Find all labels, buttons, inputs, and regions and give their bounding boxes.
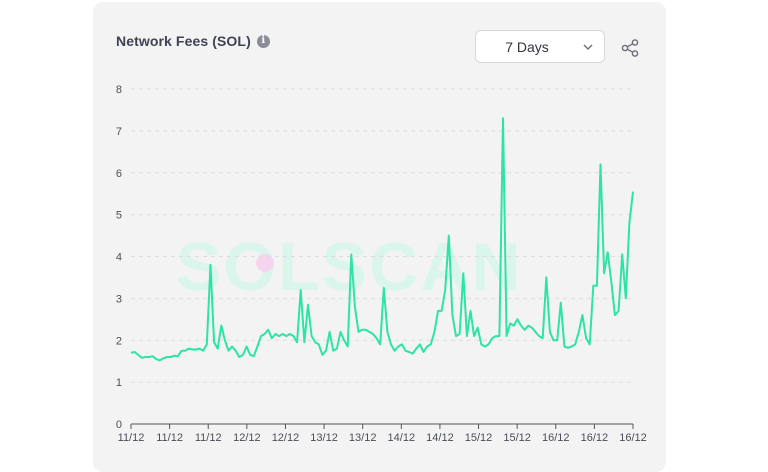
y-tick-label: 0 (116, 419, 122, 431)
watermark-logo-dot (256, 254, 274, 272)
x-tick-label: 12/12 (272, 432, 300, 444)
share-icon[interactable] (620, 38, 640, 58)
x-tick-label: 12/12 (233, 432, 261, 444)
y-axis: 0 1 2 3 4 5 6 7 8 (116, 84, 122, 431)
grid (131, 88, 633, 383)
series-line (130, 117, 634, 362)
y-tick-label: 3 (116, 293, 122, 305)
time-range-select[interactable]: 7 Days (475, 30, 605, 63)
chevron-down-icon (583, 44, 593, 50)
x-tick-label: 16/12 (581, 432, 609, 444)
x-tick-label: 15/12 (465, 432, 493, 444)
chart-card: Network Fees (SOL) i 7 Days (93, 2, 666, 472)
x-tick-label: 13/12 (310, 432, 338, 444)
x-tick-label: 16/12 (542, 432, 570, 444)
chart-header: Network Fees (SOL) i (116, 33, 270, 49)
y-tick-label: 8 (116, 84, 122, 96)
x-tick-label: 11/12 (195, 432, 222, 444)
info-icon[interactable]: i (256, 34, 270, 48)
x-tick-label: 14/12 (426, 432, 454, 444)
time-range-value: 7 Days (505, 38, 549, 55)
y-tick-label: 2 (116, 335, 122, 347)
y-tick-label: 7 (116, 126, 122, 138)
y-tick-label: 6 (116, 168, 122, 180)
y-tick-label: 1 (116, 377, 122, 389)
y-tick-label: 5 (116, 210, 122, 222)
x-tick-label: 13/12 (349, 432, 377, 444)
x-tick-label: 11/12 (156, 432, 183, 444)
x-tick-label: 16/12 (619, 432, 647, 444)
x-tick-label: 14/12 (388, 432, 416, 444)
chart-title: Network Fees (SOL) (116, 33, 251, 49)
x-tick-label: 11/12 (118, 432, 145, 444)
x-axis: 11/12 11/12 11/12 12/12 12/12 13/12 13/12 14/12… (118, 423, 647, 444)
y-tick-label: 4 (116, 252, 122, 264)
x-tick-label: 15/12 (503, 432, 531, 444)
